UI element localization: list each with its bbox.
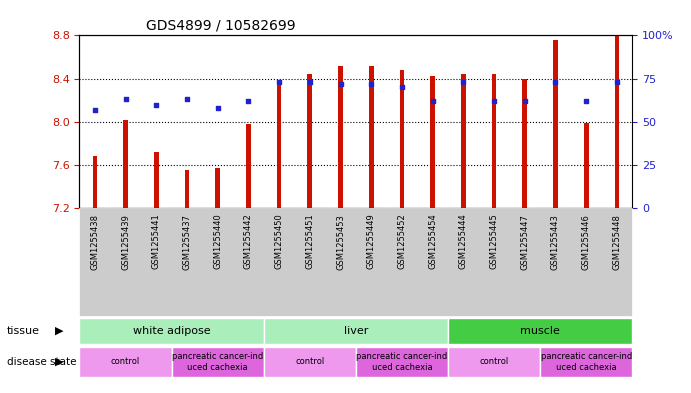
Text: GSM1255452: GSM1255452	[397, 214, 406, 270]
Point	[335, 81, 346, 87]
Text: GSM1255448: GSM1255448	[612, 214, 621, 270]
Text: GSM1255449: GSM1255449	[367, 214, 376, 270]
Point	[519, 98, 530, 104]
Text: GSM1255445: GSM1255445	[489, 214, 499, 270]
Text: GDS4899 / 10582699: GDS4899 / 10582699	[146, 19, 296, 33]
Bar	[277, 83, 281, 208]
Text: liver: liver	[343, 326, 368, 336]
Text: pancreatic cancer-ind
uced cachexia: pancreatic cancer-ind uced cachexia	[172, 352, 263, 372]
Text: GSM1255443: GSM1255443	[551, 214, 560, 270]
Bar	[614, 37, 619, 208]
Point	[550, 79, 561, 85]
Text: pancreatic cancer-ind
uced cachexia: pancreatic cancer-ind uced cachexia	[540, 352, 632, 372]
Point	[580, 98, 591, 104]
Text: GSM1255442: GSM1255442	[244, 214, 253, 270]
Text: GSM1255437: GSM1255437	[182, 214, 191, 270]
Point	[274, 79, 285, 85]
Text: muscle: muscle	[520, 326, 560, 336]
Point	[397, 84, 408, 90]
Point	[489, 98, 500, 104]
Text: GSM1255438: GSM1255438	[91, 214, 100, 270]
Bar	[154, 152, 158, 208]
Text: GSM1255454: GSM1255454	[428, 214, 437, 270]
Bar	[461, 74, 466, 208]
Point	[427, 98, 438, 104]
Bar	[399, 70, 404, 208]
Point	[89, 107, 100, 113]
Bar	[246, 124, 251, 208]
Text: control: control	[480, 358, 509, 366]
Bar	[184, 171, 189, 208]
Bar	[216, 168, 220, 208]
Point	[612, 79, 623, 85]
Text: GSM1255444: GSM1255444	[459, 214, 468, 270]
Text: control: control	[111, 358, 140, 366]
Text: ▶: ▶	[55, 357, 63, 367]
Text: white adipose: white adipose	[133, 326, 211, 336]
Bar	[492, 74, 496, 208]
Bar	[369, 66, 374, 208]
Text: GSM1255447: GSM1255447	[520, 214, 529, 270]
Text: disease state: disease state	[7, 357, 77, 367]
Text: GSM1255451: GSM1255451	[305, 214, 314, 270]
Bar	[93, 156, 97, 208]
Bar	[522, 79, 527, 208]
Point	[212, 105, 223, 111]
Text: tissue: tissue	[7, 326, 40, 336]
Point	[458, 79, 469, 85]
Bar	[584, 123, 589, 208]
Point	[151, 101, 162, 108]
Point	[120, 96, 131, 103]
Bar	[123, 120, 128, 208]
Text: GSM1255446: GSM1255446	[582, 214, 591, 270]
Point	[366, 81, 377, 87]
Text: GSM1255439: GSM1255439	[121, 214, 130, 270]
Text: control: control	[295, 358, 324, 366]
Point	[304, 79, 315, 85]
Bar	[338, 66, 343, 208]
Point	[182, 96, 193, 103]
Text: GSM1255441: GSM1255441	[152, 214, 161, 270]
Text: ▶: ▶	[55, 326, 63, 336]
Point	[243, 98, 254, 104]
Text: GSM1255440: GSM1255440	[213, 214, 223, 270]
Text: GSM1255450: GSM1255450	[274, 214, 283, 270]
Bar	[430, 76, 435, 208]
Bar	[307, 74, 312, 208]
Bar	[553, 40, 558, 208]
Text: GSM1255453: GSM1255453	[336, 214, 345, 270]
Text: pancreatic cancer-ind
uced cachexia: pancreatic cancer-ind uced cachexia	[357, 352, 448, 372]
